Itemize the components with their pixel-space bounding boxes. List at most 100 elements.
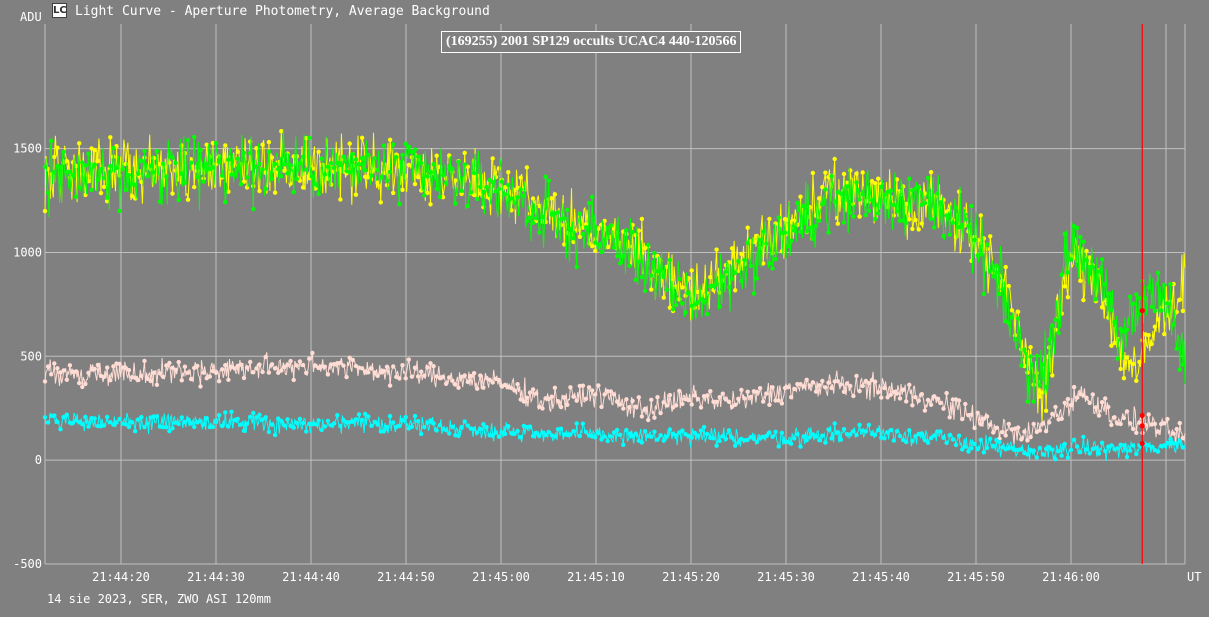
series-point bbox=[932, 394, 937, 399]
series-point bbox=[1047, 420, 1052, 425]
series-point bbox=[1118, 366, 1123, 372]
app-icon[interactable]: LC bbox=[52, 3, 67, 18]
series-point bbox=[1093, 297, 1099, 302]
series-point bbox=[851, 214, 856, 219]
series-point bbox=[1155, 270, 1161, 275]
series-point bbox=[869, 197, 875, 203]
series-point bbox=[988, 269, 993, 274]
series-point bbox=[185, 137, 191, 143]
series-point bbox=[602, 237, 607, 242]
series-point bbox=[431, 421, 436, 426]
series-point bbox=[932, 433, 937, 438]
series-point bbox=[739, 279, 744, 284]
series-point bbox=[630, 433, 635, 439]
series-point bbox=[313, 363, 318, 368]
x-tick-label: 21:45:20 bbox=[662, 570, 720, 584]
series-point bbox=[1059, 272, 1064, 277]
series-point bbox=[854, 373, 859, 379]
series-point bbox=[621, 253, 626, 259]
series-point bbox=[614, 253, 620, 259]
series-point bbox=[496, 186, 502, 192]
series-point bbox=[1180, 445, 1186, 450]
series-point bbox=[807, 435, 812, 440]
series-point bbox=[1065, 295, 1071, 300]
series-point bbox=[857, 197, 862, 202]
series-point bbox=[73, 163, 79, 169]
series-point bbox=[829, 436, 834, 441]
series-point bbox=[795, 432, 800, 437]
series-point bbox=[583, 396, 589, 401]
series-point bbox=[583, 429, 589, 435]
series-point bbox=[624, 397, 629, 402]
series-point bbox=[506, 424, 511, 429]
series-point bbox=[300, 154, 306, 159]
series-point bbox=[994, 425, 999, 430]
series-point bbox=[213, 141, 219, 146]
series-point bbox=[748, 394, 753, 400]
series-point bbox=[521, 399, 526, 404]
series-point bbox=[1081, 434, 1086, 440]
series-point bbox=[210, 140, 216, 146]
series-point bbox=[1006, 283, 1011, 289]
series-point bbox=[1162, 443, 1167, 448]
series-point bbox=[602, 392, 607, 397]
series-point bbox=[428, 418, 433, 423]
series-point bbox=[49, 372, 54, 377]
series-point bbox=[1006, 321, 1011, 326]
series-point bbox=[984, 414, 990, 419]
series-point bbox=[375, 168, 380, 173]
series-point bbox=[1015, 425, 1021, 430]
series-point bbox=[661, 438, 666, 443]
series-point bbox=[409, 424, 415, 429]
series-point bbox=[1106, 404, 1111, 410]
series-point bbox=[437, 423, 443, 428]
series-point bbox=[142, 148, 147, 154]
series-point bbox=[484, 184, 489, 190]
series-point bbox=[1131, 301, 1136, 306]
series-point bbox=[55, 145, 60, 150]
series-point bbox=[754, 439, 760, 445]
series-point bbox=[885, 395, 890, 400]
series-point bbox=[568, 432, 573, 437]
series-point bbox=[627, 263, 632, 268]
series-point bbox=[813, 389, 819, 394]
series-point bbox=[894, 429, 900, 434]
series-point bbox=[98, 190, 104, 196]
series-point bbox=[509, 208, 514, 213]
series-point bbox=[580, 383, 586, 388]
series-point bbox=[471, 426, 477, 432]
series-point bbox=[182, 419, 188, 425]
series-point bbox=[42, 379, 48, 384]
series-point bbox=[611, 245, 617, 250]
series-point bbox=[512, 388, 517, 393]
series-point bbox=[509, 385, 514, 391]
series-point bbox=[77, 380, 82, 386]
series-point bbox=[1118, 326, 1123, 332]
series-point bbox=[714, 443, 719, 448]
series-point bbox=[1022, 429, 1027, 434]
series-point bbox=[238, 422, 244, 427]
series-point bbox=[506, 182, 511, 188]
series-point bbox=[387, 137, 393, 142]
series-point bbox=[590, 194, 595, 200]
series-point bbox=[978, 422, 983, 427]
series-point bbox=[1096, 269, 1102, 274]
series-point bbox=[238, 362, 244, 367]
series-point bbox=[440, 374, 446, 380]
series-point bbox=[745, 437, 750, 442]
series-point bbox=[835, 430, 840, 435]
series-point bbox=[481, 422, 486, 427]
series-point bbox=[552, 192, 558, 197]
series-point bbox=[521, 193, 526, 198]
series-point bbox=[605, 438, 610, 444]
series-point bbox=[64, 377, 70, 382]
y-tick-label: 1000 bbox=[13, 245, 42, 259]
x-tick-label: 21:44:20 bbox=[92, 570, 150, 584]
series-point bbox=[325, 164, 331, 169]
series-point bbox=[1065, 455, 1071, 460]
series-point bbox=[509, 196, 514, 201]
series-point bbox=[126, 424, 132, 430]
series-point bbox=[285, 171, 290, 176]
series-point bbox=[621, 406, 626, 411]
series-point bbox=[269, 155, 275, 160]
